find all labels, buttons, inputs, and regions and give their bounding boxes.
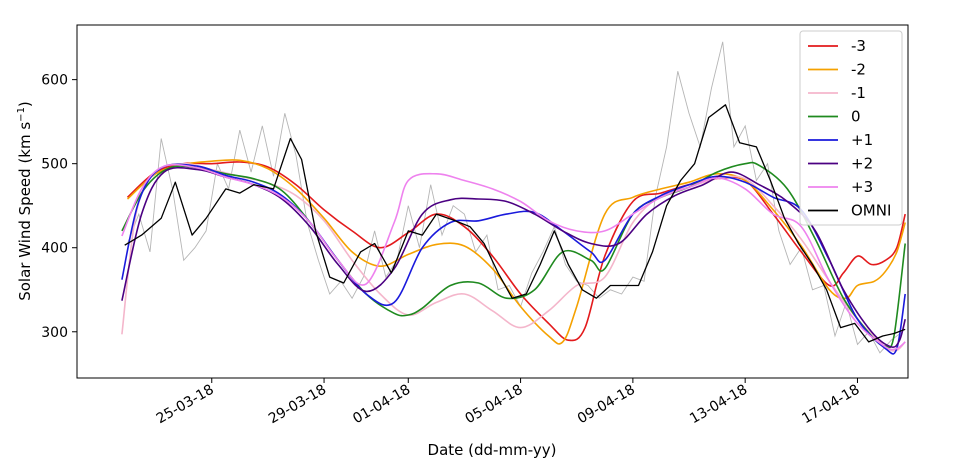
x-tick-label: 25-03-18 bbox=[154, 382, 217, 428]
legend-label-minus3: -3 bbox=[851, 37, 866, 55]
legend-box bbox=[799, 30, 903, 226]
legend-items: -3 -2 -1 0 +1 +2 +3 OMNI bbox=[808, 37, 891, 220]
legend-label-minus2: -2 bbox=[851, 61, 866, 79]
legend-label-omni: OMNI bbox=[851, 202, 891, 220]
legend-label-plus3: +3 bbox=[851, 178, 873, 196]
x-tick-label: 01-04-18 bbox=[350, 382, 413, 428]
y-tick-label: 600 bbox=[41, 73, 68, 89]
series-line-minus2 bbox=[126, 159, 906, 345]
y-tick-label: 300 bbox=[41, 325, 68, 341]
legend-label-0: 0 bbox=[851, 108, 861, 126]
x-tick-label: 05-04-18 bbox=[463, 382, 526, 428]
y-tick-label: 400 bbox=[41, 241, 68, 257]
x-tick-label: 09-04-18 bbox=[575, 382, 638, 428]
x-tick-label: 13-04-18 bbox=[687, 382, 750, 428]
y-tick-label: 500 bbox=[41, 157, 68, 173]
legend-label-plus1: +1 bbox=[851, 131, 873, 149]
x-tick-label: 29-03-18 bbox=[266, 382, 329, 428]
raw-data-layer bbox=[127, 41, 903, 354]
legend: -3 -2 -1 0 +1 +2 +3 OMNI bbox=[799, 30, 903, 226]
series-layer bbox=[121, 104, 906, 355]
series-line-0 bbox=[121, 161, 906, 349]
x-axis: 25-03-18 29-03-18 01-04-18 05-04-18 09-04-18… bbox=[154, 378, 862, 428]
omni-raw-line bbox=[127, 41, 903, 354]
x-tick-label: 17-04-18 bbox=[799, 382, 862, 428]
x-axis-label: Date (dd-mm-yy) bbox=[428, 441, 557, 459]
series-line-minus3 bbox=[126, 161, 906, 342]
legend-label-minus1: -1 bbox=[851, 84, 866, 102]
y-axis-label: Solar Wind Speed (km s−1) bbox=[16, 101, 34, 301]
plot-frame bbox=[76, 24, 909, 379]
y-axis: 300 400 500 600 bbox=[41, 73, 77, 341]
legend-label-plus2: +2 bbox=[851, 155, 873, 173]
series-line-omni bbox=[124, 104, 906, 343]
